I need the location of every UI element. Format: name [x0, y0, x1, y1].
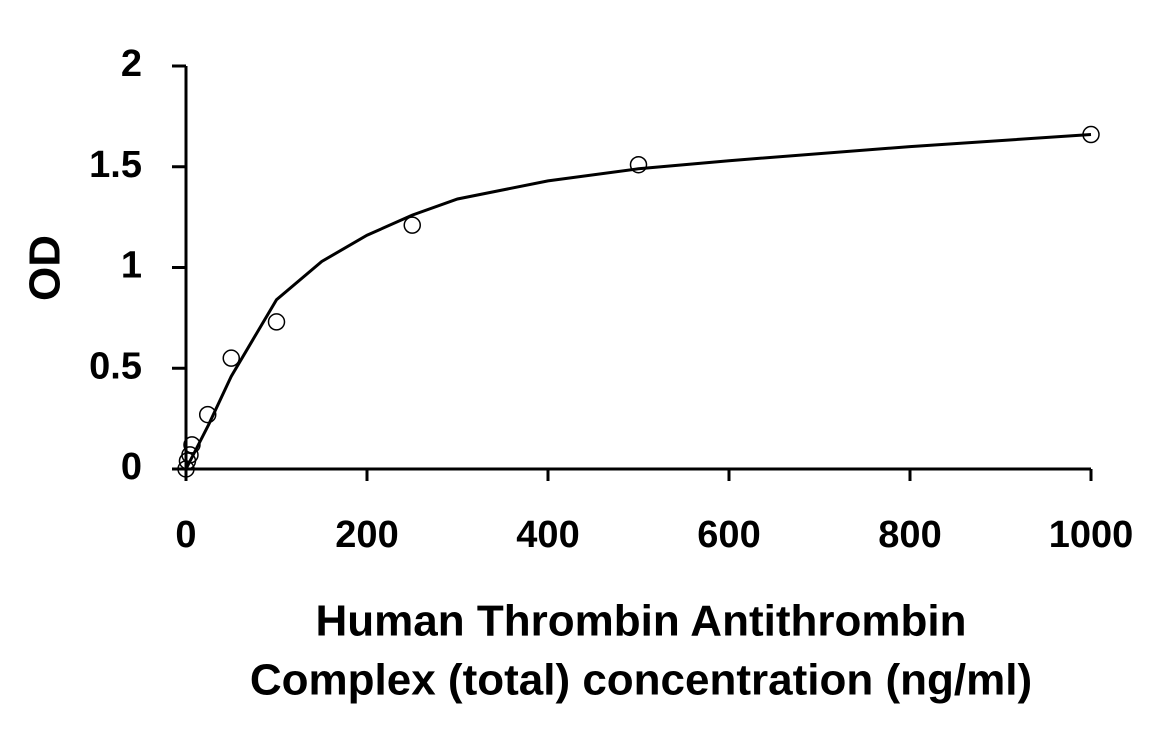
- x-tick-label: 600: [697, 514, 760, 556]
- y-tick-label: 0: [121, 446, 142, 488]
- data-point: [222, 349, 240, 367]
- x-tick-label: 200: [335, 514, 398, 556]
- x-axis-label: Complex (total) concentration (ng/ml): [250, 656, 1032, 705]
- data-point: [267, 313, 286, 331]
- fit-curve: [184, 133, 1092, 470]
- y-tick-label: 0.5: [89, 345, 142, 387]
- x-tick-label: 0: [175, 514, 196, 556]
- data-point: [629, 155, 648, 174]
- x-tick-label: 400: [516, 514, 579, 556]
- y-tick-label: 1.5: [89, 144, 142, 186]
- y-axis-label: OD: [21, 235, 70, 301]
- data-point: [403, 216, 421, 234]
- x-axis-label: Human Thrombin Antithrombin: [316, 597, 967, 646]
- data-point: [198, 405, 217, 424]
- y-tick-label: 1: [121, 245, 142, 287]
- x-tick-label: 1000: [1049, 514, 1134, 556]
- x-tick-label: 800: [878, 514, 941, 556]
- y-tick-label: 2: [121, 43, 142, 85]
